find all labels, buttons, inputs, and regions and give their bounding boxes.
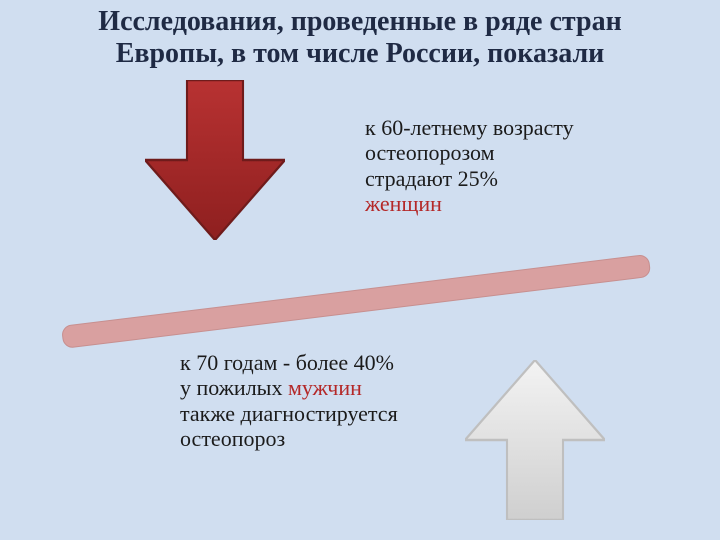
upper-stat-pre: к 60-летнему возрасту остеопорозом страд… — [365, 115, 574, 191]
divider-bar — [61, 254, 649, 347]
lower-stat-highlight: мужчин — [288, 375, 362, 400]
up-arrow-icon — [465, 360, 605, 520]
slide: Исследования, проведенные в ряде стран Е… — [0, 0, 720, 540]
lower-stat-text: к 70 годам - более 40% у пожилых мужчин … — [180, 350, 405, 451]
down-arrow-icon — [145, 80, 285, 240]
upper-stat-text: к 60-летнему возрасту остеопорозом страд… — [365, 115, 575, 216]
lower-stat-post: также диагностируется остеопороз — [180, 401, 398, 451]
slide-title: Исследования, проведенные в ряде стран Е… — [0, 6, 720, 70]
upper-stat-highlight: женщин — [365, 191, 442, 216]
